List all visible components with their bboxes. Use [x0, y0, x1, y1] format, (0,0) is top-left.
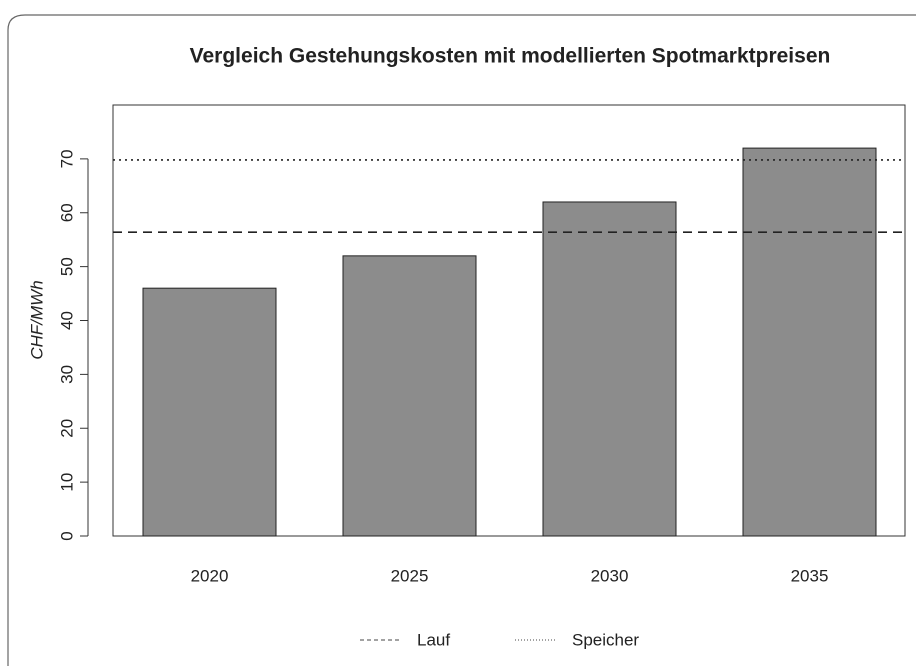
- y-tick-label: 20: [57, 419, 76, 438]
- y-tick-label: 70: [57, 149, 76, 168]
- x-tick-label: 2030: [591, 566, 629, 585]
- frame: [7, 14, 916, 666]
- y-tick-label: 10: [57, 473, 76, 492]
- y-tick-label: 40: [57, 311, 76, 330]
- plot-box: [112, 104, 906, 537]
- legend-label: Lauf: [417, 630, 450, 649]
- y-axis-label: CHF/MWh: [27, 280, 46, 359]
- bar: [742, 147, 877, 537]
- legend-label: Speicher: [572, 630, 639, 649]
- x-tick-label: 2020: [191, 566, 229, 585]
- bar: [542, 201, 677, 537]
- y-tick-label: 60: [57, 203, 76, 222]
- bar: [342, 255, 477, 537]
- bar: [142, 287, 277, 537]
- y-tick-label: 0: [57, 531, 76, 540]
- chart-title: Vergleich Gestehungskosten mit modellier…: [190, 45, 831, 68]
- y-tick-label: 30: [57, 365, 76, 384]
- x-tick-label: 2035: [791, 566, 829, 585]
- x-tick-label: 2025: [391, 566, 429, 585]
- y-tick-label: 50: [57, 257, 76, 276]
